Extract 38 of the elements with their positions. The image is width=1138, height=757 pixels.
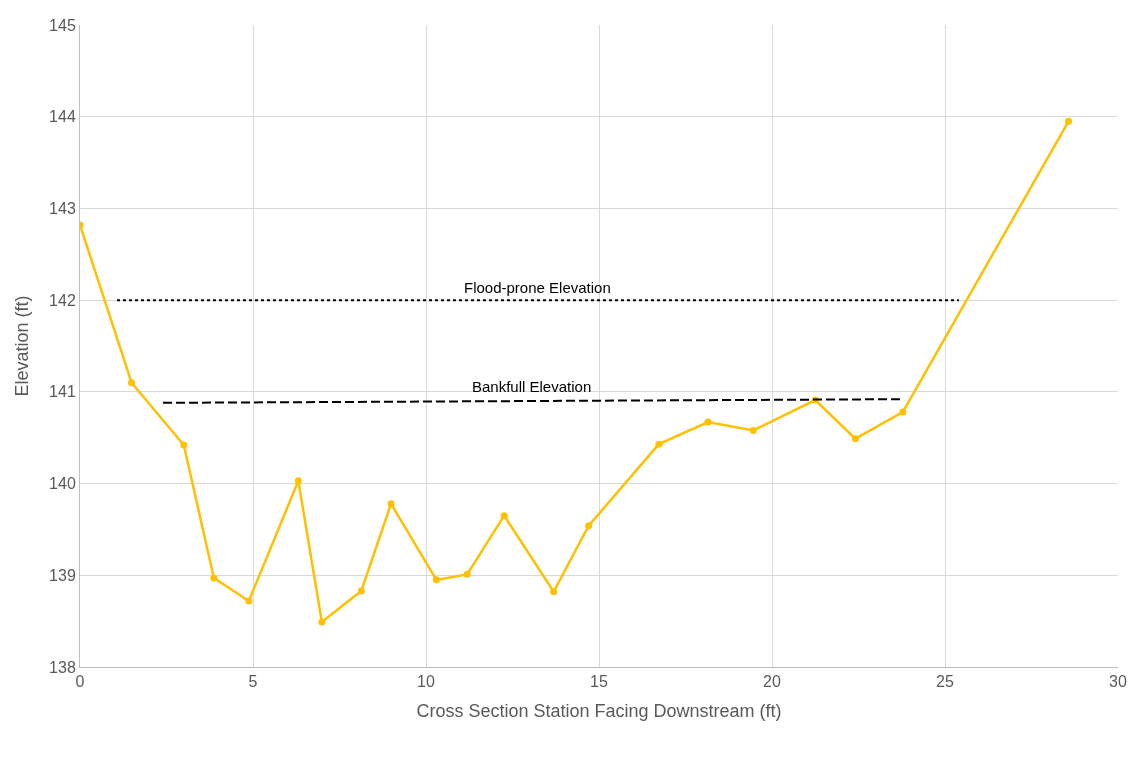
x-tick-label: 10 xyxy=(417,673,435,691)
point xyxy=(550,588,558,596)
point xyxy=(704,418,712,426)
point xyxy=(180,441,188,449)
point xyxy=(128,379,136,387)
point xyxy=(210,574,218,582)
y-axis-title: Elevation (ft) xyxy=(12,295,33,397)
y-tick-label: 144 xyxy=(49,108,76,126)
point xyxy=(432,576,440,584)
y-tick-label: 138 xyxy=(49,658,76,676)
x-tick-label: 20 xyxy=(763,673,781,691)
series-label: Flood-prone Elevation xyxy=(464,279,611,296)
point xyxy=(318,618,326,626)
point xyxy=(294,477,302,485)
x-tick-label: 15 xyxy=(590,673,608,691)
point xyxy=(357,587,365,595)
y-tick-label: 145 xyxy=(49,16,76,34)
x-tick-label: 5 xyxy=(248,673,258,691)
point xyxy=(749,426,757,434)
y-tick-label: 141 xyxy=(49,383,76,401)
point xyxy=(655,440,663,448)
series-label: Bankfull Elevation xyxy=(472,378,592,395)
point xyxy=(245,597,253,605)
y-tick-label: 140 xyxy=(49,475,76,493)
point xyxy=(387,500,395,508)
x-tick-label: 30 xyxy=(1109,673,1127,691)
y-tick-label: 143 xyxy=(49,200,76,218)
point xyxy=(585,522,593,530)
point xyxy=(851,435,859,443)
x-axis-title: Cross Section Station Facing Downstream (ft) xyxy=(416,701,782,722)
point xyxy=(500,512,508,520)
point xyxy=(1065,117,1073,125)
y-tick-label: 139 xyxy=(49,566,76,584)
x-tick-label: 25 xyxy=(936,673,954,691)
point xyxy=(463,570,471,578)
point xyxy=(899,408,907,416)
y-tick-label: 142 xyxy=(49,291,76,309)
x-tick-label: 0 xyxy=(75,673,85,691)
